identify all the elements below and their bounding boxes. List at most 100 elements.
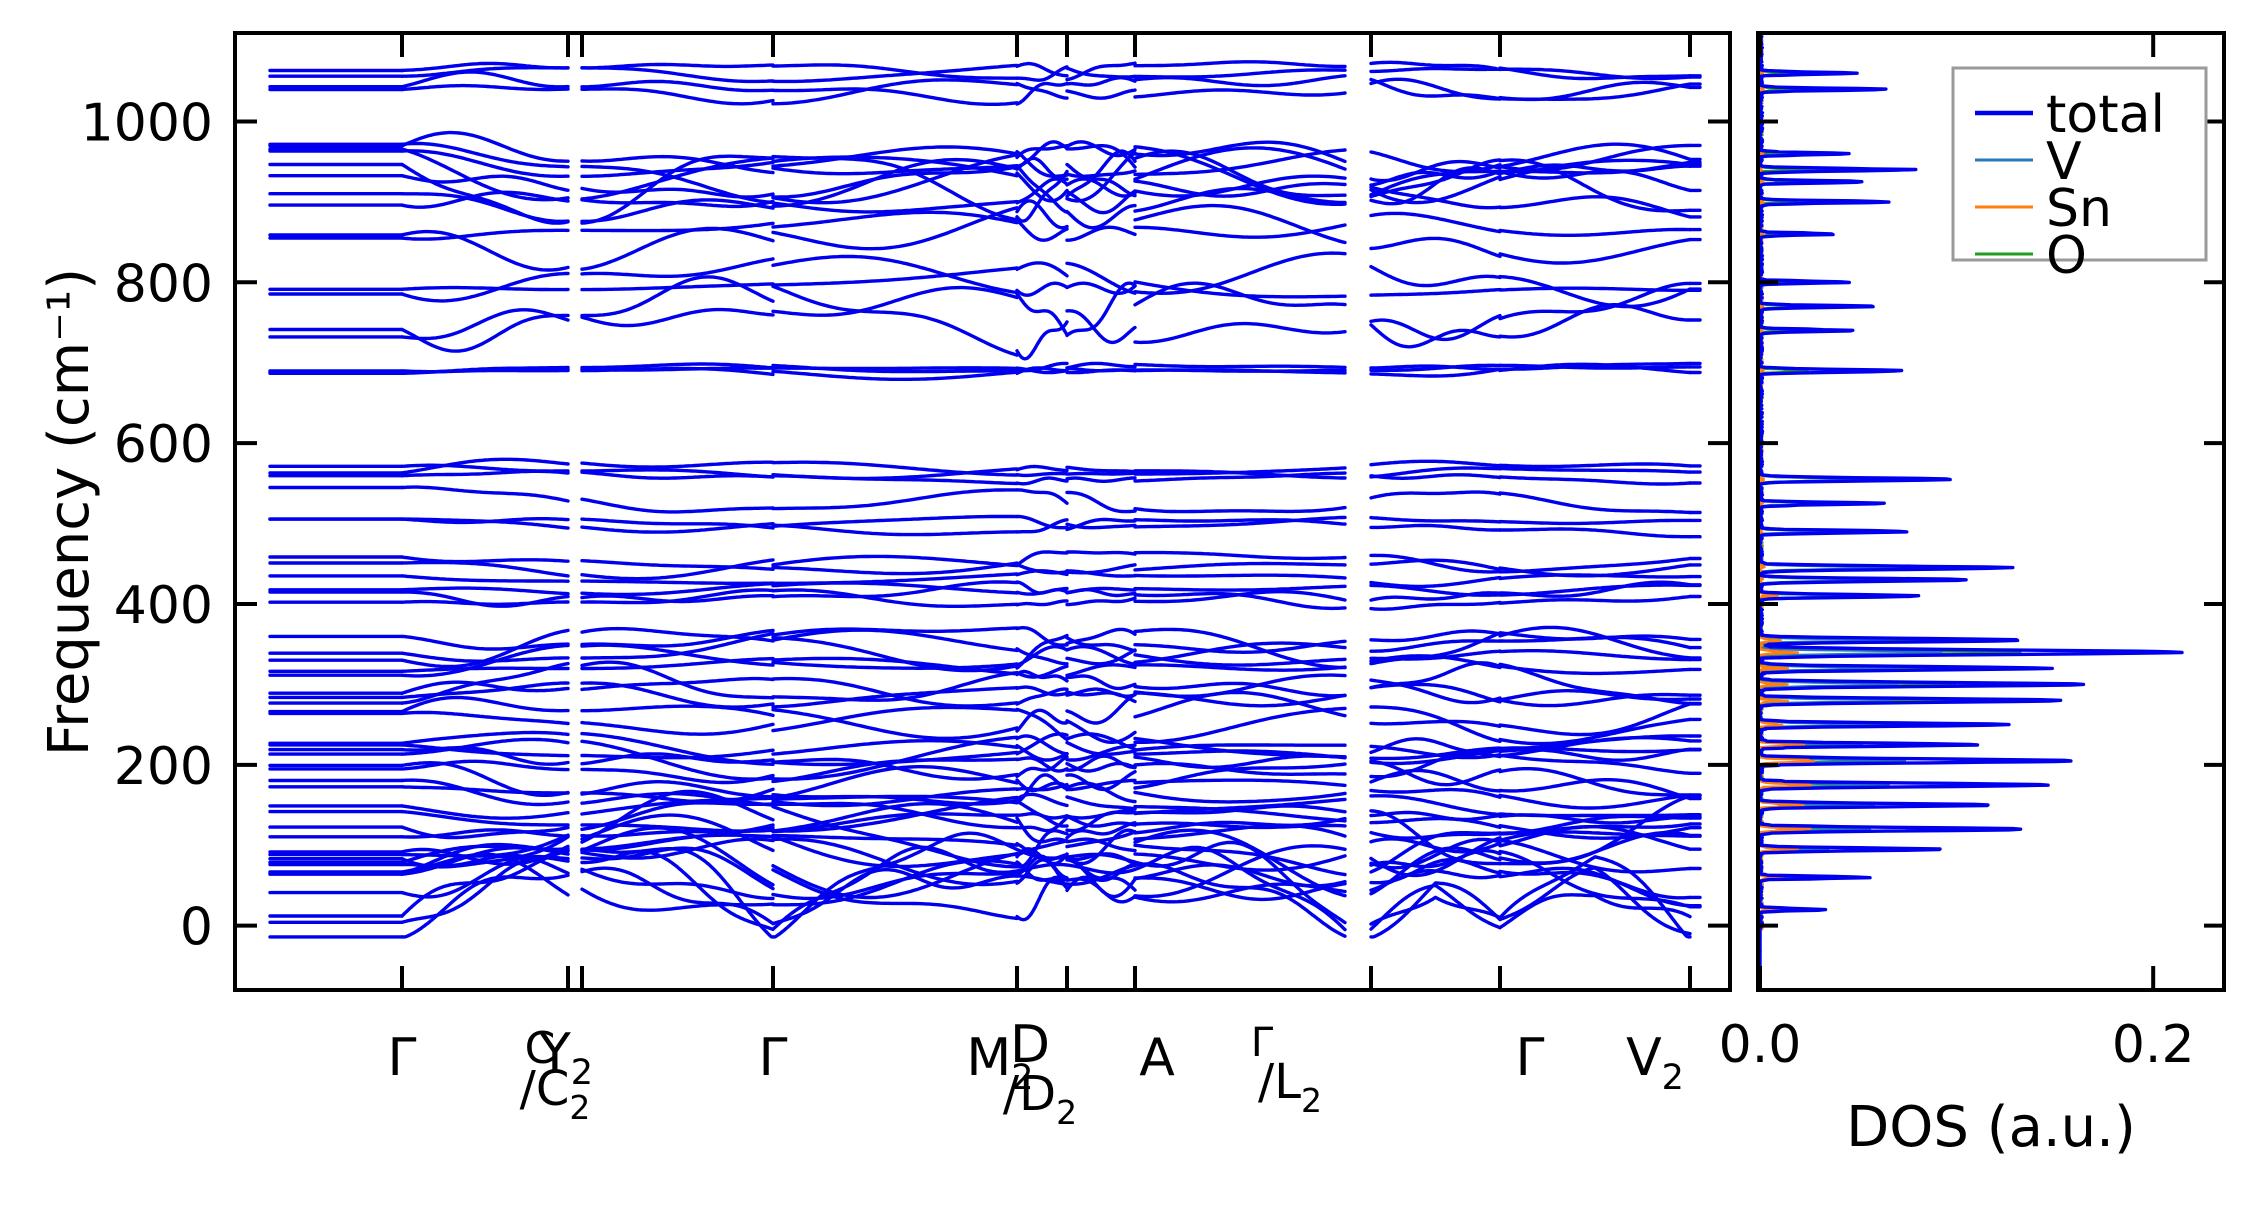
- band-curve: [400, 666, 570, 673]
- band-curve: [1369, 881, 1502, 939]
- band-curve: [1015, 842, 1069, 862]
- band-curve: [1015, 261, 1069, 278]
- dos-x-axis-label: DOS (a.u.): [1846, 1095, 2136, 1160]
- band-curve: [1133, 186, 1347, 213]
- band-curve: [771, 165, 1019, 199]
- band-curve: [771, 63, 1019, 84]
- band-curve: [1369, 809, 1502, 866]
- band-curve: [1369, 759, 1502, 787]
- band-curve: [771, 805, 1019, 869]
- band-curve: [771, 78, 1019, 106]
- band-curve: [580, 704, 775, 718]
- band-curve: [1498, 794, 1692, 866]
- band-curve: [400, 804, 570, 820]
- legend-label-V: V: [2046, 132, 2082, 192]
- band-curve: [1498, 778, 1692, 801]
- band-curve: [580, 823, 775, 833]
- band-curve: [1015, 164, 1069, 214]
- x-tick-label: Γ: [1516, 1028, 1545, 1088]
- band-curve: [1015, 81, 1069, 100]
- dos-axes-frame: [1756, 31, 2226, 992]
- band-curve: [1133, 743, 1347, 752]
- band-curve: [580, 801, 775, 831]
- band-curve: [1015, 150, 1069, 178]
- band-curve: [400, 737, 570, 756]
- band-curve: [1498, 160, 1692, 175]
- band-curve: [771, 671, 1019, 702]
- band-curve: [1369, 60, 1502, 72]
- band-curve: [1133, 280, 1347, 299]
- band-curve: [1133, 321, 1347, 345]
- band-curve: [1369, 364, 1502, 371]
- band-curve: [1498, 594, 1692, 605]
- band-curve: [400, 778, 570, 807]
- band-curve: [1015, 586, 1069, 596]
- band-curve: [1133, 505, 1347, 514]
- band-curve: [1498, 824, 1692, 840]
- band-curve: [1065, 732, 1137, 751]
- band-curve: [1369, 830, 1502, 840]
- x-tick-label: /C2: [520, 1061, 591, 1127]
- band-curve: [1498, 793, 1692, 810]
- band-curve: [1498, 527, 1692, 539]
- band-curve: [580, 731, 775, 766]
- band-curve: [1015, 514, 1069, 530]
- x-tick-label: A: [1139, 1028, 1175, 1088]
- band-curve: [1065, 465, 1137, 474]
- legend-label-Sn: Sn: [2046, 179, 2112, 239]
- band-curve: [580, 632, 775, 660]
- band-curve: [1065, 476, 1137, 483]
- band-curve: [1015, 708, 1069, 733]
- band-curve: [771, 284, 1019, 357]
- band-curve: [771, 787, 1019, 808]
- band-curve: [580, 257, 775, 278]
- band-curve: [1133, 223, 1347, 239]
- bands-y-ticks: 0 200 400 600 800 1000: [81, 93, 1730, 958]
- band-curve: [1369, 575, 1502, 589]
- band-curve: [1065, 368, 1137, 375]
- band-curve: [1015, 664, 1069, 679]
- band-curve: [1369, 837, 1502, 870]
- band-curve: [1369, 363, 1502, 373]
- band-curve: [1065, 743, 1137, 762]
- band-curve: [1369, 846, 1502, 896]
- dos-x-ticks: [1758, 33, 2156, 990]
- legend-box: [1951, 66, 2208, 262]
- band-curve: [580, 362, 775, 370]
- band-curve: [1133, 821, 1347, 830]
- band-curve: [1065, 151, 1137, 203]
- band-curve: [1015, 755, 1069, 779]
- band-curve: [1133, 251, 1347, 295]
- band-curve: [400, 130, 570, 163]
- band-curve: [1369, 264, 1502, 288]
- legend-label-total: total: [2046, 85, 2165, 145]
- band-curve: [771, 812, 1019, 834]
- band-curve: [1369, 600, 1502, 611]
- band-curve: [1369, 705, 1502, 743]
- band-curve: [580, 226, 775, 271]
- band-curve: [1369, 629, 1502, 643]
- band-curve: [1498, 830, 1692, 843]
- band-curve: [1015, 734, 1069, 756]
- x-tick-label: D: [1010, 1015, 1050, 1075]
- band-curve: [771, 851, 1019, 900]
- band-curve: [400, 574, 570, 583]
- band-curve: [580, 626, 775, 643]
- band-curve: [400, 141, 570, 169]
- band-curve: [400, 517, 570, 525]
- band-curve: [1015, 599, 1069, 607]
- band-curve: [1065, 663, 1137, 678]
- band-curve: [1498, 556, 1692, 574]
- band-curve: [580, 164, 775, 205]
- band-curve: [1133, 862, 1347, 938]
- band-curve: [1133, 843, 1347, 877]
- band-curve: [1133, 368, 1347, 373]
- band-curve: [1369, 787, 1502, 799]
- band-curve: [1369, 490, 1502, 500]
- band-curve: [1498, 649, 1692, 662]
- band-curve: [1065, 645, 1137, 667]
- band-curve: [400, 560, 570, 578]
